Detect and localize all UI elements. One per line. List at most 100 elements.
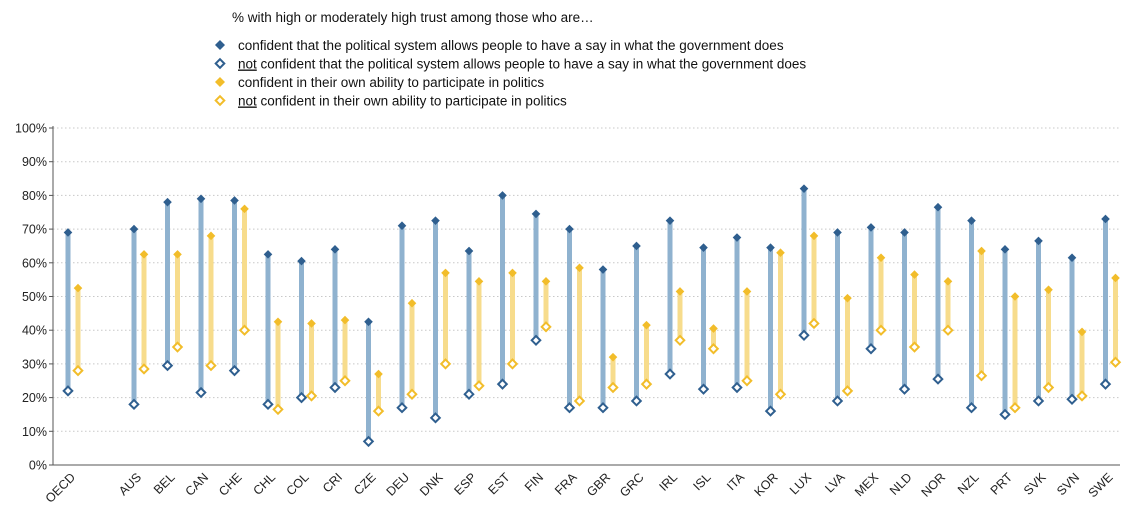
self-confident-point [943, 277, 953, 286]
x-tick-label: ITA [724, 470, 747, 493]
self-confident-point [508, 268, 517, 278]
system-not-confident-point [62, 385, 74, 397]
legend-label-emphasis: not [238, 57, 257, 72]
category-gbr [597, 265, 619, 414]
system-confident-point [866, 223, 876, 232]
system-not-confident-point [798, 329, 810, 341]
self-confident-point [608, 352, 618, 362]
x-tick-label: FIN [522, 470, 546, 494]
category-swe [1099, 214, 1122, 390]
y-axis: 0% 10% 20% 30% 40% 50% 60% 70% 80% 90% 100% [15, 122, 1120, 473]
x-tick-label: ESP [452, 470, 480, 498]
self-confident-point [1044, 285, 1053, 295]
category-nor [932, 202, 954, 385]
system-not-confident-point [630, 395, 643, 407]
category-col [295, 256, 318, 404]
system-confident-point [665, 216, 675, 225]
x-tick-label: BEL [151, 470, 178, 497]
x-tick-label: SVN [1054, 470, 1082, 498]
x-tick-label: PRT [988, 470, 1016, 498]
self-not-confident-point [171, 341, 184, 353]
legend: % with high or moderately high trust amo… [214, 10, 806, 109]
system-confident-point [1034, 236, 1043, 246]
self-confident-point [441, 268, 450, 278]
category-lva [831, 228, 854, 407]
self-confident-point [1111, 273, 1120, 283]
self-confident-point [776, 248, 785, 257]
category-lux [798, 184, 820, 341]
y-tick-label: 0% [29, 459, 47, 473]
x-tick-label: KOR [752, 470, 781, 499]
self-confident-point [340, 315, 350, 325]
legend-label-4: not confident in their own ability to pa… [238, 94, 567, 109]
system-confident-point [967, 216, 976, 225]
legend-marker-2 [214, 57, 226, 70]
category-kor [764, 243, 787, 417]
system-not-confident-point [965, 401, 978, 414]
legend-label-text: confident in their own ability to partic… [238, 75, 544, 90]
y-tick-label: 60% [22, 256, 47, 270]
self-confident-point [139, 250, 149, 259]
system-confident-point [1000, 245, 1010, 254]
self-not-confident-point [439, 358, 452, 370]
x-tick-label: NZL [955, 470, 982, 497]
self-not-confident-point [1109, 356, 1122, 368]
system-not-confident-point [1032, 395, 1045, 407]
category-irl [664, 216, 686, 380]
category-cze [362, 317, 385, 448]
self-not-confident-point [942, 324, 954, 336]
system-confident-point [163, 197, 172, 207]
category-svn [1066, 253, 1088, 405]
category-dnk [429, 216, 452, 424]
system-not-confident-point [1066, 393, 1078, 405]
x-tick-label: COL [284, 470, 312, 498]
grid [53, 127, 1120, 432]
category-can [195, 194, 217, 399]
legend-label-text: confident in their own ability to partic… [257, 94, 567, 109]
category-est [496, 191, 519, 390]
self-confident-point [1010, 292, 1020, 301]
system-not-confident-point [530, 334, 542, 347]
self-confident-point [307, 319, 316, 328]
system-confident-point [397, 221, 407, 231]
x-tick-label: EST [486, 470, 513, 497]
x-tick-label: GRC [617, 470, 647, 500]
self-confident-point [407, 298, 417, 308]
x-tick-label: IRL [656, 470, 680, 494]
system-confident-point [699, 243, 708, 252]
category-mex [865, 223, 887, 355]
system-confident-point [1101, 214, 1110, 224]
category-fin [530, 209, 552, 347]
system-confident-point [531, 209, 541, 219]
system-not-confident-point [463, 388, 475, 400]
x-tick-label: AUS [116, 470, 144, 498]
x-tick-label: NLD [887, 470, 915, 498]
system-confident-point [464, 246, 474, 256]
category-aus [128, 224, 150, 411]
self-not-confident-point [1076, 390, 1088, 402]
system-not-confident-point [329, 381, 341, 394]
x-tick-label: CZE [351, 470, 379, 498]
system-not-confident-point [999, 408, 1011, 421]
x-axis: OECD AUS BEL CAN CHE CHL COL CRI CZE DEU DNK ESP EST… [43, 470, 1116, 506]
x-tick-label: DEU [384, 470, 413, 499]
system-not-confident-point [731, 381, 743, 394]
x-tick-label: MEX [852, 470, 882, 500]
self-confident-point [73, 283, 83, 293]
self-confident-point [809, 231, 819, 241]
y-tick-label: 80% [22, 189, 47, 203]
legend-marker-4 [214, 94, 226, 107]
system-not-confident-point [764, 405, 777, 417]
self-not-confident-point [875, 324, 887, 336]
self-not-confident-point [138, 363, 150, 375]
legend-item-1: confident that the political system allo… [214, 38, 784, 53]
category-svk [1032, 236, 1055, 407]
category-che [228, 196, 251, 377]
x-tick-label: FRA [552, 470, 580, 498]
system-not-confident-point [664, 368, 676, 380]
category-grc [630, 241, 653, 407]
self-confident-point [642, 320, 651, 330]
legend-label-3: confident in their own ability to partic… [238, 75, 544, 90]
self-not-confident-point [272, 403, 284, 416]
